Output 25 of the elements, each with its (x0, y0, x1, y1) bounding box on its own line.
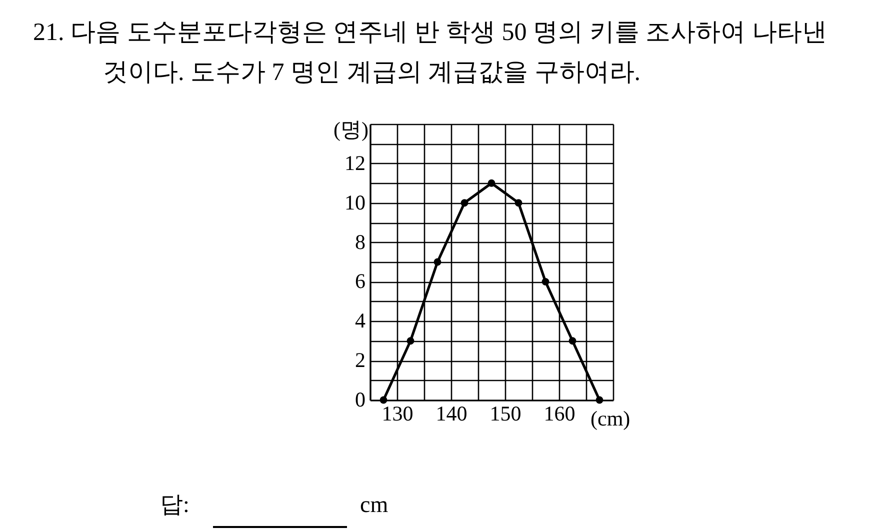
x-tick-label: 160 (544, 402, 576, 426)
y-axis-title: (명) (334, 118, 368, 142)
point (406, 337, 414, 345)
y-tick-label: 8 (355, 230, 366, 254)
point (596, 396, 604, 404)
text: cm (360, 492, 388, 517)
y-tick-label: 10 (344, 190, 366, 214)
y-tick-label: 2 (355, 348, 366, 372)
x-tick-label: 150 (490, 402, 522, 426)
y-tick-label: 0 (355, 388, 366, 412)
x-tick-label: 140 (436, 402, 468, 426)
y-tick-label: 4 (355, 308, 366, 333)
y-tick-label: 6 (355, 269, 366, 294)
chart-title: 21. 다음 도수분포다각형은 연주네 반 학생 50 명의 키를 조사하여 나타낸 것이다. 도수가 7 명인 계급의 계급값을 구하여라. (33, 19, 827, 86)
point (568, 337, 576, 345)
point (488, 179, 496, 187)
y-tick-label: 12 (344, 150, 366, 175)
point (380, 396, 388, 404)
text: 답: (160, 492, 190, 517)
point (434, 258, 442, 266)
point (542, 278, 550, 286)
x-axis-title: (cm) (590, 406, 630, 430)
x-tick-label: 130 (382, 402, 414, 426)
point (514, 199, 522, 207)
point (460, 199, 468, 207)
